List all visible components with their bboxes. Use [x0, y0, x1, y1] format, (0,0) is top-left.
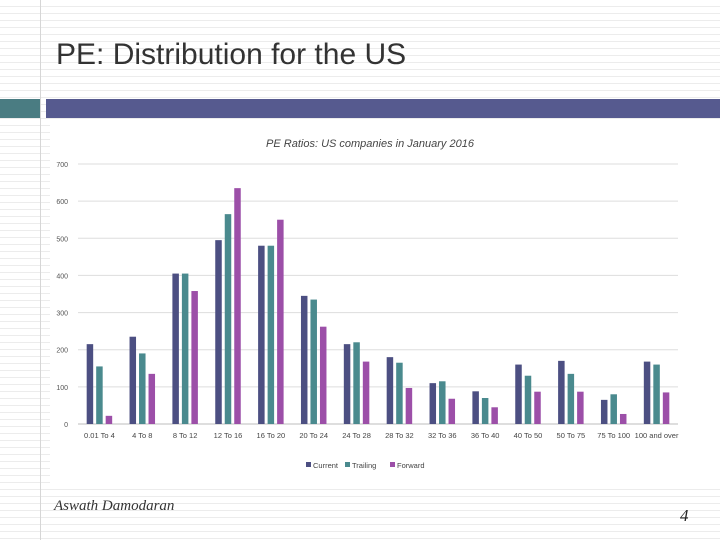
bar-current-4 — [258, 245, 265, 424]
bar-forward-5 — [319, 326, 327, 424]
page-number: 4 — [680, 506, 689, 525]
bar-forward-13 — [662, 392, 670, 424]
slide-title: PE: Distribution for the US — [56, 38, 407, 71]
bar-forward-11 — [577, 391, 584, 424]
bar-trailing-4 — [267, 245, 275, 424]
bar-current-7 — [386, 357, 394, 424]
bar-current-11 — [558, 360, 565, 424]
y-tick-label: 200 — [56, 348, 68, 355]
bar-forward-3 — [234, 188, 241, 424]
bar-forward-0 — [105, 415, 113, 424]
bar-forward-4 — [277, 219, 284, 424]
bar-trailing-13 — [653, 364, 660, 424]
bar-trailing-11 — [567, 373, 575, 424]
y-tick-label: 600 — [56, 199, 68, 206]
bar-trailing-7 — [396, 362, 403, 424]
bar-trailing-1 — [139, 353, 146, 424]
bar-trailing-3 — [224, 214, 232, 424]
chart-area — [50, 125, 720, 485]
y-tick-label: 400 — [56, 273, 68, 280]
y-tick-label: 100 — [56, 385, 68, 392]
bar-current-8 — [429, 383, 437, 424]
bar-trailing-9 — [481, 398, 489, 424]
bar-forward-1 — [148, 373, 156, 424]
bar-trailing-5 — [310, 299, 317, 424]
bar-forward-9 — [491, 407, 498, 424]
legend-swatch-trailing — [345, 462, 350, 467]
x-tick-label: 8 To 12 — [173, 431, 197, 440]
bar-current-1 — [129, 336, 137, 424]
bar-trailing-10 — [524, 375, 532, 424]
legend-label-current: Current — [313, 461, 339, 470]
title-band — [46, 99, 720, 118]
x-tick-label: 4 To 8 — [132, 431, 152, 440]
bar-trailing-2 — [181, 273, 189, 424]
bar-current-12 — [600, 399, 608, 424]
bar-forward-6 — [362, 361, 370, 424]
bar-forward-10 — [534, 391, 541, 424]
x-tick-label: 32 To 36 — [428, 431, 457, 440]
y-tick-label: 700 — [56, 162, 68, 169]
bar-current-6 — [343, 344, 351, 424]
x-tick-label: 16 To 20 — [257, 431, 286, 440]
bar-current-3 — [215, 240, 222, 424]
slide-frame — [40, 0, 720, 540]
bar-current-5 — [300, 295, 308, 424]
x-tick-label: 100 and over — [635, 431, 679, 440]
legend-swatch-current — [306, 462, 311, 467]
bar-current-10 — [515, 364, 522, 424]
bar-current-2 — [172, 273, 179, 424]
bar-trailing-6 — [353, 342, 360, 424]
bar-current-13 — [643, 361, 651, 424]
bar-current-9 — [472, 391, 479, 424]
bar-trailing-12 — [610, 394, 617, 424]
x-tick-label: 0.01 To 4 — [84, 431, 115, 440]
bar-forward-12 — [619, 413, 627, 424]
legend-label-forward: Forward — [397, 461, 425, 470]
accent-band — [0, 99, 40, 118]
bar-forward-7 — [405, 387, 413, 424]
y-tick-label: 500 — [56, 236, 68, 243]
chart-title: PE Ratios: US companies in January 2016 — [266, 138, 475, 150]
x-tick-label: 75 To 100 — [597, 431, 630, 440]
x-tick-label: 24 To 28 — [342, 431, 371, 440]
x-tick-label: 50 To 75 — [557, 431, 586, 440]
bar-forward-8 — [448, 398, 456, 424]
y-tick-label: 0 — [64, 422, 68, 429]
x-tick-label: 40 To 50 — [514, 431, 543, 440]
x-tick-label: 20 To 24 — [299, 431, 328, 440]
x-tick-label: 12 To 16 — [214, 431, 243, 440]
author-name: Aswath Damodaran — [54, 498, 175, 514]
bar-trailing-8 — [439, 381, 446, 424]
bar-trailing-0 — [96, 366, 103, 424]
x-tick-label: 28 To 32 — [385, 431, 414, 440]
legend-label-trailing: Trailing — [352, 461, 376, 470]
bar-current-0 — [86, 344, 94, 424]
legend-swatch-forward — [390, 462, 395, 467]
bar-forward-2 — [191, 291, 198, 424]
x-tick-label: 36 To 40 — [471, 431, 500, 440]
y-tick-label: 300 — [56, 311, 68, 318]
